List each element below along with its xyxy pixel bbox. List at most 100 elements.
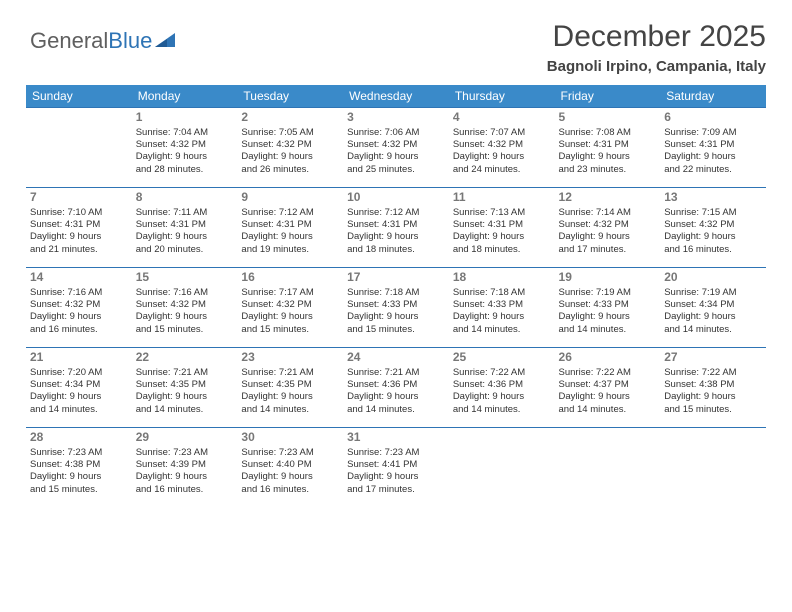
daylight-text: and 14 minutes. [559,404,657,416]
sunset-text: Sunset: 4:32 PM [136,299,234,311]
day-number: 27 [664,350,762,366]
sunrise-text: Sunrise: 7:07 AM [453,127,551,139]
calendar-day-cell: 12Sunrise: 7:14 AMSunset: 4:32 PMDayligh… [555,188,661,268]
day-number: 17 [347,270,445,286]
day-number: 8 [136,190,234,206]
sunrise-text: Sunrise: 7:06 AM [347,127,445,139]
day-number: 31 [347,430,445,446]
calendar-day-cell: 30Sunrise: 7:23 AMSunset: 4:40 PMDayligh… [237,428,343,508]
daylight-text: Daylight: 9 hours [241,471,339,483]
location-subtitle: Bagnoli Irpino, Campania, Italy [26,58,766,75]
calendar-day-cell [660,428,766,508]
daylight-text: and 14 minutes. [136,404,234,416]
daylight-text: Daylight: 9 hours [559,231,657,243]
weekday-header: Friday [555,85,661,108]
daylight-text: Daylight: 9 hours [453,391,551,403]
calendar-day-cell: 31Sunrise: 7:23 AMSunset: 4:41 PMDayligh… [343,428,449,508]
sunrise-text: Sunrise: 7:21 AM [136,367,234,379]
daylight-text: Daylight: 9 hours [30,311,128,323]
calendar-day-cell: 4Sunrise: 7:07 AMSunset: 4:32 PMDaylight… [449,108,555,188]
calendar-week-row: 7Sunrise: 7:10 AMSunset: 4:31 PMDaylight… [26,188,766,268]
daylight-text: Daylight: 9 hours [453,311,551,323]
sunrise-text: Sunrise: 7:21 AM [241,367,339,379]
daylight-text: and 15 minutes. [30,484,128,496]
logo-text-general: General [30,28,108,54]
sunrise-text: Sunrise: 7:04 AM [136,127,234,139]
calendar-day-cell: 27Sunrise: 7:22 AMSunset: 4:38 PMDayligh… [660,348,766,428]
calendar-day-cell: 2Sunrise: 7:05 AMSunset: 4:32 PMDaylight… [237,108,343,188]
sunset-text: Sunset: 4:31 PM [664,139,762,151]
sunset-text: Sunset: 4:31 PM [559,139,657,151]
calendar-day-cell: 1Sunrise: 7:04 AMSunset: 4:32 PMDaylight… [132,108,238,188]
sunset-text: Sunset: 4:36 PM [453,379,551,391]
sunrise-text: Sunrise: 7:21 AM [347,367,445,379]
day-number: 10 [347,190,445,206]
daylight-text: and 15 minutes. [136,324,234,336]
daylight-text: and 14 minutes. [241,404,339,416]
daylight-text: and 16 minutes. [30,324,128,336]
sunset-text: Sunset: 4:32 PM [30,299,128,311]
daylight-text: and 21 minutes. [30,244,128,256]
calendar-day-cell: 3Sunrise: 7:06 AMSunset: 4:32 PMDaylight… [343,108,449,188]
sunset-text: Sunset: 4:40 PM [241,459,339,471]
daylight-text: and 15 minutes. [347,324,445,336]
sunrise-text: Sunrise: 7:17 AM [241,287,339,299]
sunrise-text: Sunrise: 7:16 AM [30,287,128,299]
calendar-day-cell: 6Sunrise: 7:09 AMSunset: 4:31 PMDaylight… [660,108,766,188]
daylight-text: Daylight: 9 hours [347,151,445,163]
sunrise-text: Sunrise: 7:23 AM [136,447,234,459]
sunrise-text: Sunrise: 7:09 AM [664,127,762,139]
sunset-text: Sunset: 4:36 PM [347,379,445,391]
day-number: 23 [241,350,339,366]
sunset-text: Sunset: 4:32 PM [241,299,339,311]
daylight-text: and 14 minutes. [347,404,445,416]
sunset-text: Sunset: 4:31 PM [30,219,128,231]
daylight-text: and 17 minutes. [347,484,445,496]
daylight-text: and 17 minutes. [559,244,657,256]
daylight-text: Daylight: 9 hours [347,311,445,323]
logo-triangle-icon [155,27,175,53]
calendar-day-cell: 16Sunrise: 7:17 AMSunset: 4:32 PMDayligh… [237,268,343,348]
daylight-text: and 14 minutes. [453,404,551,416]
sunset-text: Sunset: 4:35 PM [136,379,234,391]
day-number: 12 [559,190,657,206]
calendar-day-cell: 18Sunrise: 7:18 AMSunset: 4:33 PMDayligh… [449,268,555,348]
weekday-header: Wednesday [343,85,449,108]
daylight-text: Daylight: 9 hours [136,311,234,323]
sunset-text: Sunset: 4:39 PM [136,459,234,471]
daylight-text: and 14 minutes. [664,324,762,336]
calendar-day-cell: 20Sunrise: 7:19 AMSunset: 4:34 PMDayligh… [660,268,766,348]
day-number: 2 [241,110,339,126]
sunrise-text: Sunrise: 7:10 AM [30,207,128,219]
daylight-text: and 16 minutes. [664,244,762,256]
sunset-text: Sunset: 4:32 PM [347,139,445,151]
sunset-text: Sunset: 4:38 PM [664,379,762,391]
daylight-text: Daylight: 9 hours [30,391,128,403]
calendar-day-cell: 5Sunrise: 7:08 AMSunset: 4:31 PMDaylight… [555,108,661,188]
daylight-text: Daylight: 9 hours [136,151,234,163]
day-number: 11 [453,190,551,206]
daylight-text: and 24 minutes. [453,164,551,176]
daylight-text: and 14 minutes. [30,404,128,416]
day-number: 9 [241,190,339,206]
weekday-header-row: SundayMondayTuesdayWednesdayThursdayFrid… [26,85,766,108]
sunrise-text: Sunrise: 7:20 AM [30,367,128,379]
sunset-text: Sunset: 4:31 PM [241,219,339,231]
daylight-text: and 26 minutes. [241,164,339,176]
daylight-text: Daylight: 9 hours [664,391,762,403]
day-number: 7 [30,190,128,206]
daylight-text: and 19 minutes. [241,244,339,256]
calendar-day-cell: 8Sunrise: 7:11 AMSunset: 4:31 PMDaylight… [132,188,238,268]
calendar-body: 1Sunrise: 7:04 AMSunset: 4:32 PMDaylight… [26,108,766,508]
sunset-text: Sunset: 4:32 PM [453,139,551,151]
day-number: 5 [559,110,657,126]
weekday-header: Tuesday [237,85,343,108]
sunrise-text: Sunrise: 7:05 AM [241,127,339,139]
daylight-text: and 18 minutes. [453,244,551,256]
daylight-text: Daylight: 9 hours [559,391,657,403]
day-number: 4 [453,110,551,126]
sunset-text: Sunset: 4:41 PM [347,459,445,471]
day-number: 29 [136,430,234,446]
daylight-text: Daylight: 9 hours [136,391,234,403]
sunrise-text: Sunrise: 7:23 AM [347,447,445,459]
